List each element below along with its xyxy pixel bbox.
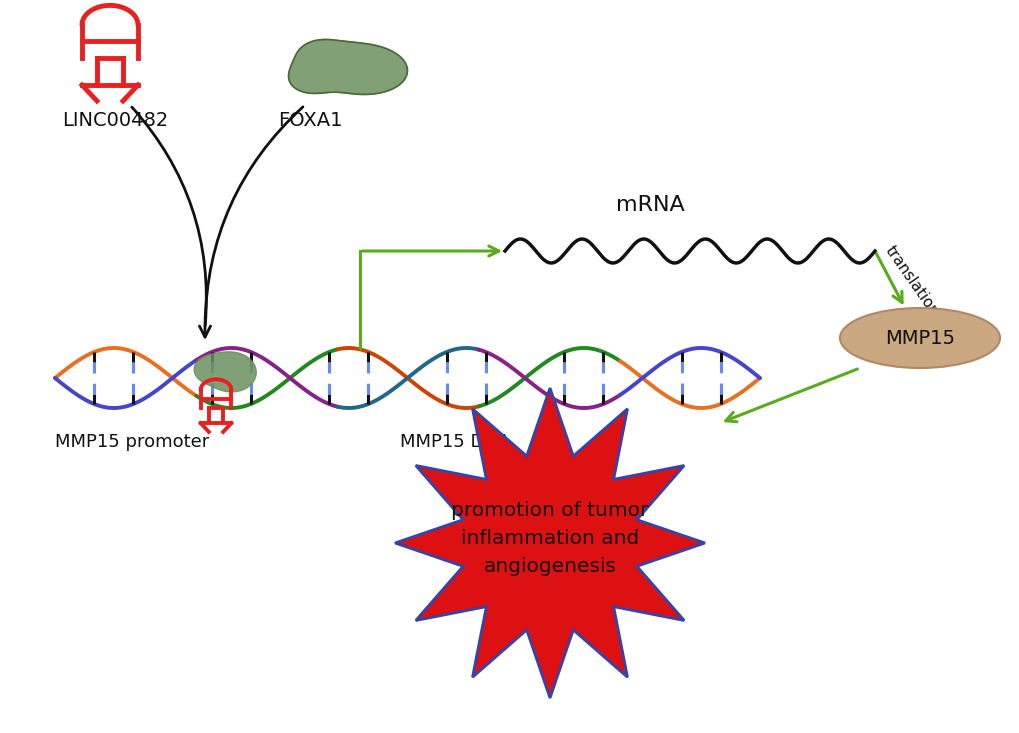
Polygon shape [288,40,407,95]
Text: MMP15: MMP15 [884,328,954,347]
Text: LINC00482: LINC00482 [62,111,168,130]
Text: FOXA1: FOXA1 [278,111,342,130]
Text: MMP15 promoter: MMP15 promoter [55,433,209,451]
Text: promotion of tumor
inflammation and
angiogenesis: promotion of tumor inflammation and angi… [450,501,648,575]
Text: mRNA: mRNA [615,195,684,215]
Text: translation: translation [881,243,941,319]
Polygon shape [194,352,256,392]
Polygon shape [394,388,704,698]
Ellipse shape [840,308,999,368]
Text: MMP15 DNA: MMP15 DNA [399,433,510,451]
